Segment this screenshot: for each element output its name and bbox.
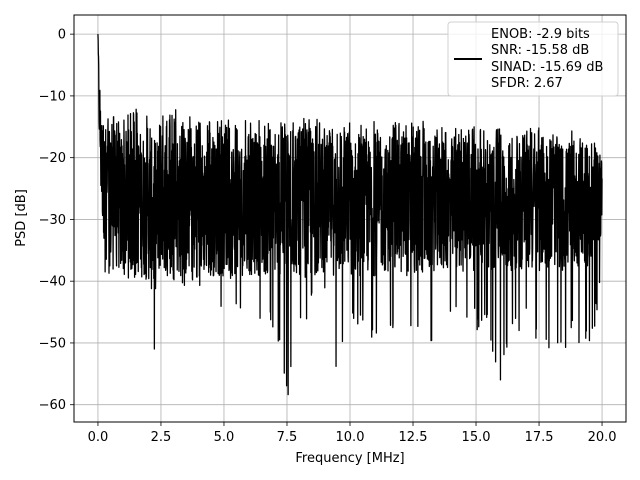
legend-entry-enob: ENOB: -2.9 bits: [491, 27, 590, 42]
x-axis-ticks: 0.0 2.5 5.0 7.5 10.0 12.5 15.0 17.5 20.0: [88, 422, 617, 445]
y-tick-label: −50: [39, 336, 66, 351]
x-tick-label: 20.0: [588, 430, 617, 445]
plot-area: [97, 34, 603, 396]
legend-entry-sfdr: SFDR: 2.67: [491, 76, 563, 91]
x-axis-title: Frequency [MHz]: [295, 451, 404, 466]
x-tick-label: 0.0: [88, 430, 109, 445]
x-tick-label: 7.5: [277, 430, 298, 445]
x-tick-label: 17.5: [525, 430, 554, 445]
y-tick-label: −30: [39, 213, 66, 228]
y-tick-label: −40: [39, 275, 66, 290]
psd-series-line: [97, 34, 603, 396]
y-tick-label: −60: [39, 398, 66, 413]
x-tick-label: 10.0: [336, 430, 365, 445]
x-tick-label: 15.0: [462, 430, 491, 445]
y-axis-ticks: 0 −10 −20 −30 −40 −50 −60: [39, 28, 74, 413]
legend-entry-snr: SNR: -15.58 dB: [491, 43, 589, 58]
legend-entry-sinad: SINAD: -15.69 dB: [491, 60, 603, 75]
x-tick-label: 5.0: [214, 430, 235, 445]
y-tick-label: −20: [39, 151, 66, 166]
legend-box: [447, 21, 619, 97]
x-tick-label: 2.5: [151, 430, 172, 445]
y-axis-title: PSD [dB]: [14, 189, 29, 247]
legend: ENOB: -2.9 bits SNR: -15.58 dB SINAD: -1…: [447, 21, 619, 97]
x-tick-label: 12.5: [399, 430, 428, 445]
series-layer: [97, 34, 603, 396]
y-tick-label: 0: [58, 28, 66, 43]
y-tick-label: −10: [39, 89, 66, 104]
